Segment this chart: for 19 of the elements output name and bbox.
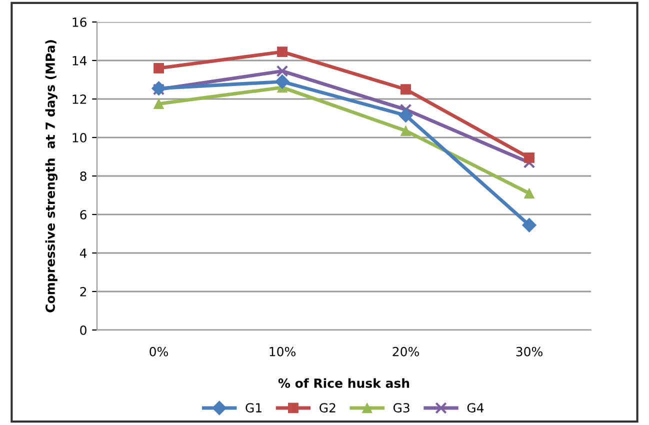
- y-tick-label: 8: [80, 171, 86, 181]
- x-tick-label: 20%: [392, 346, 419, 356]
- x-tick-label: 0%: [150, 346, 168, 356]
- y-tick-label: 4: [80, 248, 87, 258]
- legend-label: G3: [393, 403, 410, 413]
- x-tick-label: 10%: [270, 346, 296, 356]
- y-tick-label: 16: [72, 17, 86, 27]
- y-axis-title: Compressive strength at 7 days (MPa): [45, 40, 58, 312]
- y-tick-label: 6: [80, 210, 86, 220]
- y-tick-label: 2: [80, 286, 86, 296]
- y-tick-label: 12: [72, 94, 86, 104]
- y-tick-label: 0: [80, 325, 86, 335]
- x-axis-title: % of Rice husk ash: [278, 378, 410, 388]
- legend-label: G1: [246, 403, 262, 413]
- x-tick-label: 30%: [516, 346, 542, 356]
- legend-label: G2: [320, 403, 336, 413]
- legend-label: G4: [467, 403, 484, 413]
- y-tick-label: 14: [72, 56, 87, 66]
- y-tick-label: 10: [72, 132, 86, 142]
